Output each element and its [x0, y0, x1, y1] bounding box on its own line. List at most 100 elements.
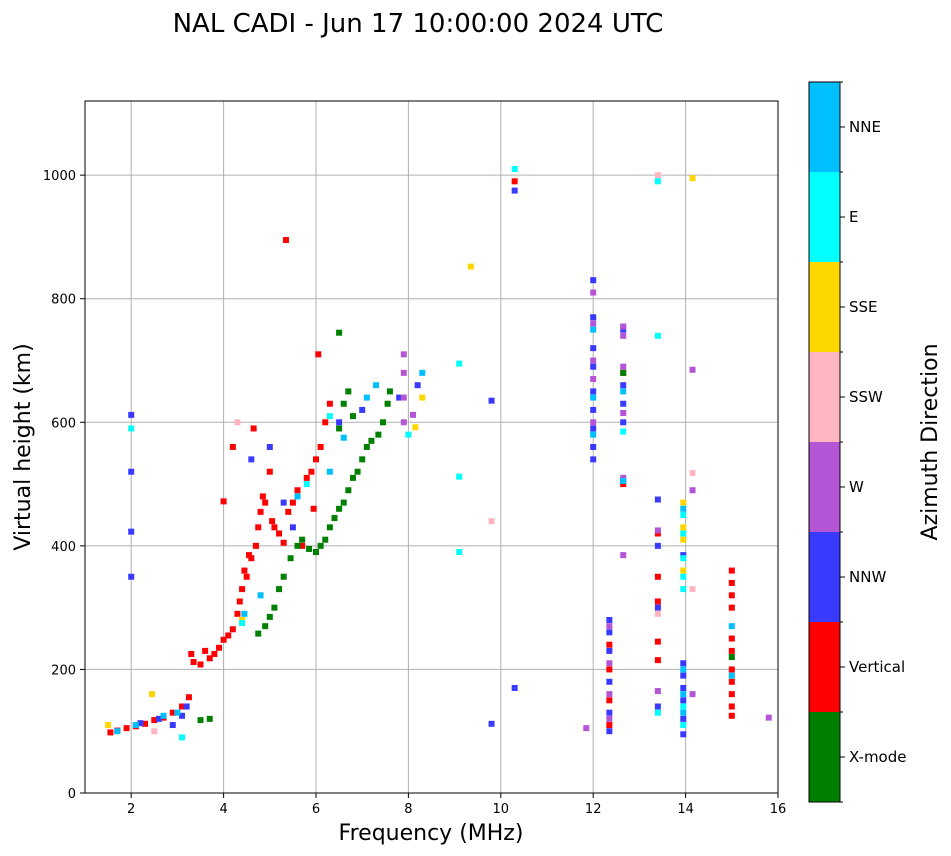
echo-point-nnw [654, 496, 661, 503]
echo-point-e [456, 549, 463, 556]
echo-point-x-mode [345, 388, 352, 395]
echo-point-vertical [259, 493, 266, 500]
x-tick-label: 4 [219, 802, 227, 817]
echo-point-x-mode [349, 474, 356, 481]
echo-point-sse [680, 536, 687, 543]
echo-point-nnw [266, 444, 273, 450]
colorbar-swatch [809, 712, 840, 802]
echo-point-vertical [317, 444, 324, 450]
y-tick-label: 400 [51, 540, 76, 555]
echo-point-w [410, 411, 417, 418]
echo-point-x-mode [345, 487, 352, 494]
echo-point-w [400, 369, 407, 376]
echo-point-vertical [654, 573, 661, 580]
echo-point-vertical [179, 703, 186, 710]
echo-point-nnw [680, 715, 687, 722]
echo-point-vertical [142, 720, 149, 727]
echo-point-nne [590, 326, 597, 333]
echo-point-nne [590, 431, 597, 438]
x-tick-label: 2 [127, 802, 135, 817]
y-axis-label: Virtual height (km) [11, 343, 36, 550]
echo-point-vertical [236, 598, 243, 605]
echo-point-nnw [606, 728, 613, 735]
echo-point-vertical [310, 505, 317, 512]
echo-point-vertical [255, 524, 262, 531]
echo-point-vertical [654, 598, 661, 605]
echo-point-nnw [289, 524, 296, 531]
echo-point-e [654, 178, 661, 185]
echo-point-nnw [680, 552, 687, 559]
echo-point-nnw [590, 314, 597, 321]
echo-point-w [654, 688, 661, 695]
echo-point-x-mode [336, 505, 343, 512]
echo-point-nne [620, 477, 627, 484]
plot-area-frame [84, 100, 779, 794]
echo-point-nne [174, 709, 181, 716]
echo-point-sse [680, 524, 687, 531]
echo-point-e [326, 413, 333, 420]
echo-point-nnw [128, 528, 135, 535]
echo-point-vertical [229, 444, 236, 450]
echo-point-w [689, 691, 696, 698]
echo-point-nne [132, 722, 139, 729]
colorbar-swatch [809, 352, 840, 442]
echo-point-nnw [654, 542, 661, 549]
echo-point-vertical [123, 725, 130, 732]
colorbar-tick-label: X-mode [849, 748, 906, 766]
y-tick-label: 600 [51, 416, 76, 431]
echo-point-x-mode [262, 623, 269, 630]
echo-point-x-mode [317, 542, 324, 549]
y-tick-label: 0 [68, 787, 76, 802]
colorbar-swatch [809, 82, 840, 172]
echo-point-nne [680, 666, 687, 673]
echo-point-vertical [606, 697, 613, 704]
echo-point-vertical [606, 641, 613, 648]
echo-point-e [511, 165, 518, 172]
echo-point-sse [680, 499, 687, 506]
echo-point-nne [680, 691, 687, 698]
echo-point-x-mode [326, 524, 333, 531]
echo-point-vertical [107, 729, 114, 736]
echo-point-vertical [241, 567, 248, 574]
echo-point-nnw [680, 697, 687, 704]
chart-title: NAL CADI - Jun 17 10:00:00 2024 UTC [173, 9, 664, 39]
echo-point-sse [148, 691, 155, 698]
echo-point-sse [239, 617, 246, 623]
echo-point-nnw [620, 419, 627, 426]
echo-point-x-mode [206, 715, 213, 722]
echo-point-vertical [728, 678, 735, 685]
echo-point-x-mode [728, 654, 735, 661]
echo-point-x-mode [340, 400, 347, 407]
echo-point-x-mode [287, 555, 294, 562]
echo-point-nnw [511, 187, 518, 194]
echo-point-e [680, 573, 687, 580]
echo-point-vertical [654, 530, 661, 537]
echo-point-ssw [654, 610, 661, 617]
echo-point-vertical [654, 638, 661, 645]
echo-point-vertical [326, 400, 333, 407]
echo-point-ssw [689, 469, 696, 476]
echo-point-x-mode [359, 456, 366, 463]
echo-point-nnw [654, 604, 661, 611]
echo-point-vertical [728, 635, 735, 642]
echo-point-vertical [728, 703, 735, 710]
echo-point-vertical [262, 499, 269, 506]
echo-point-nnw [606, 678, 613, 685]
echo-point-vertical [250, 425, 257, 432]
echo-point-nne [728, 672, 735, 679]
echo-point-nne [419, 369, 426, 376]
echo-point-vertical [728, 691, 735, 698]
colorbar-tick-label: Vertical [849, 658, 905, 676]
echo-point-sse [412, 424, 419, 431]
echo-point-vertical [511, 178, 518, 185]
y-tick-label: 800 [51, 293, 76, 308]
echo-point-vertical [606, 666, 613, 673]
echo-point-vertical [234, 610, 241, 617]
echo-point-nnw [128, 573, 135, 580]
echo-point-nne [728, 623, 735, 630]
echo-point-x-mode [336, 425, 343, 432]
echo-point-w [620, 552, 627, 559]
echo-point-w [606, 623, 613, 630]
echo-point-sse [467, 263, 474, 270]
echo-points [105, 165, 772, 741]
